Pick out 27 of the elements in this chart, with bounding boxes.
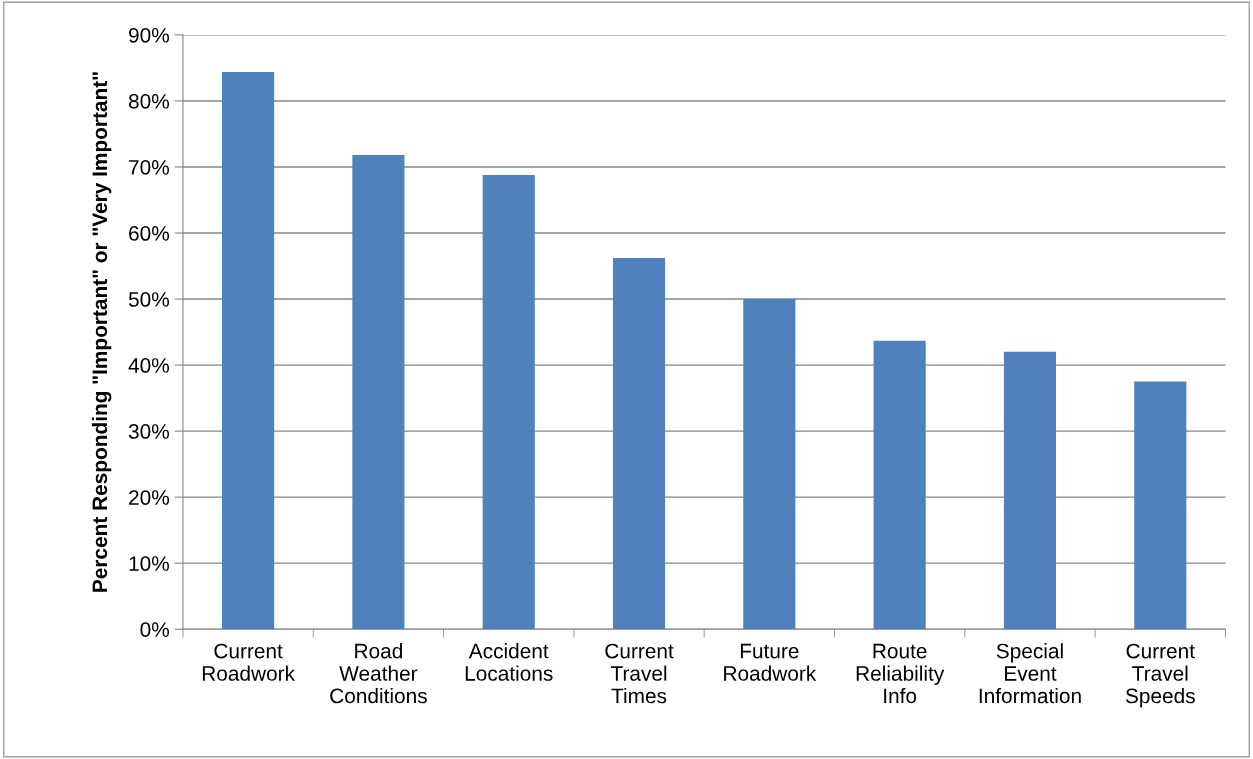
x-tick-label: Road Weather Conditions xyxy=(330,643,427,704)
y-tick-label: 80% xyxy=(128,93,169,109)
y-tick-label: 50% xyxy=(128,292,169,307)
bar xyxy=(352,155,405,630)
x-tick-label: Current Roadwork xyxy=(202,643,296,681)
bar xyxy=(222,71,275,630)
y-tick-label: 10% xyxy=(129,556,169,571)
bar xyxy=(873,340,926,630)
y-axis-title: Percent Responding "Important" or "Very Important" xyxy=(91,72,112,592)
y-tick-label: 60% xyxy=(129,226,169,241)
y-tick-label: 30% xyxy=(128,424,169,439)
x-tick-label: Special Event Information xyxy=(979,643,1081,704)
x-tick-label: Current Travel Speeds xyxy=(1125,643,1195,708)
x-tick-label: Accident Locations xyxy=(465,643,553,681)
bar xyxy=(743,299,796,630)
x-tick-label: Route Reliability Info xyxy=(856,643,945,704)
bar xyxy=(1134,381,1187,630)
y-tick-label: 90% xyxy=(129,27,169,43)
y-tick-label: 20% xyxy=(129,490,169,505)
y-tick-label: 40% xyxy=(128,358,169,373)
bar xyxy=(612,258,666,630)
y-tick-label: 0% xyxy=(140,622,169,637)
x-tick-label: Future Roadwork xyxy=(724,643,817,681)
bar xyxy=(482,174,535,630)
x-tick-label: Current Travel Times xyxy=(605,643,674,704)
y-tick-label: 70% xyxy=(129,159,169,175)
bar xyxy=(1003,351,1057,630)
